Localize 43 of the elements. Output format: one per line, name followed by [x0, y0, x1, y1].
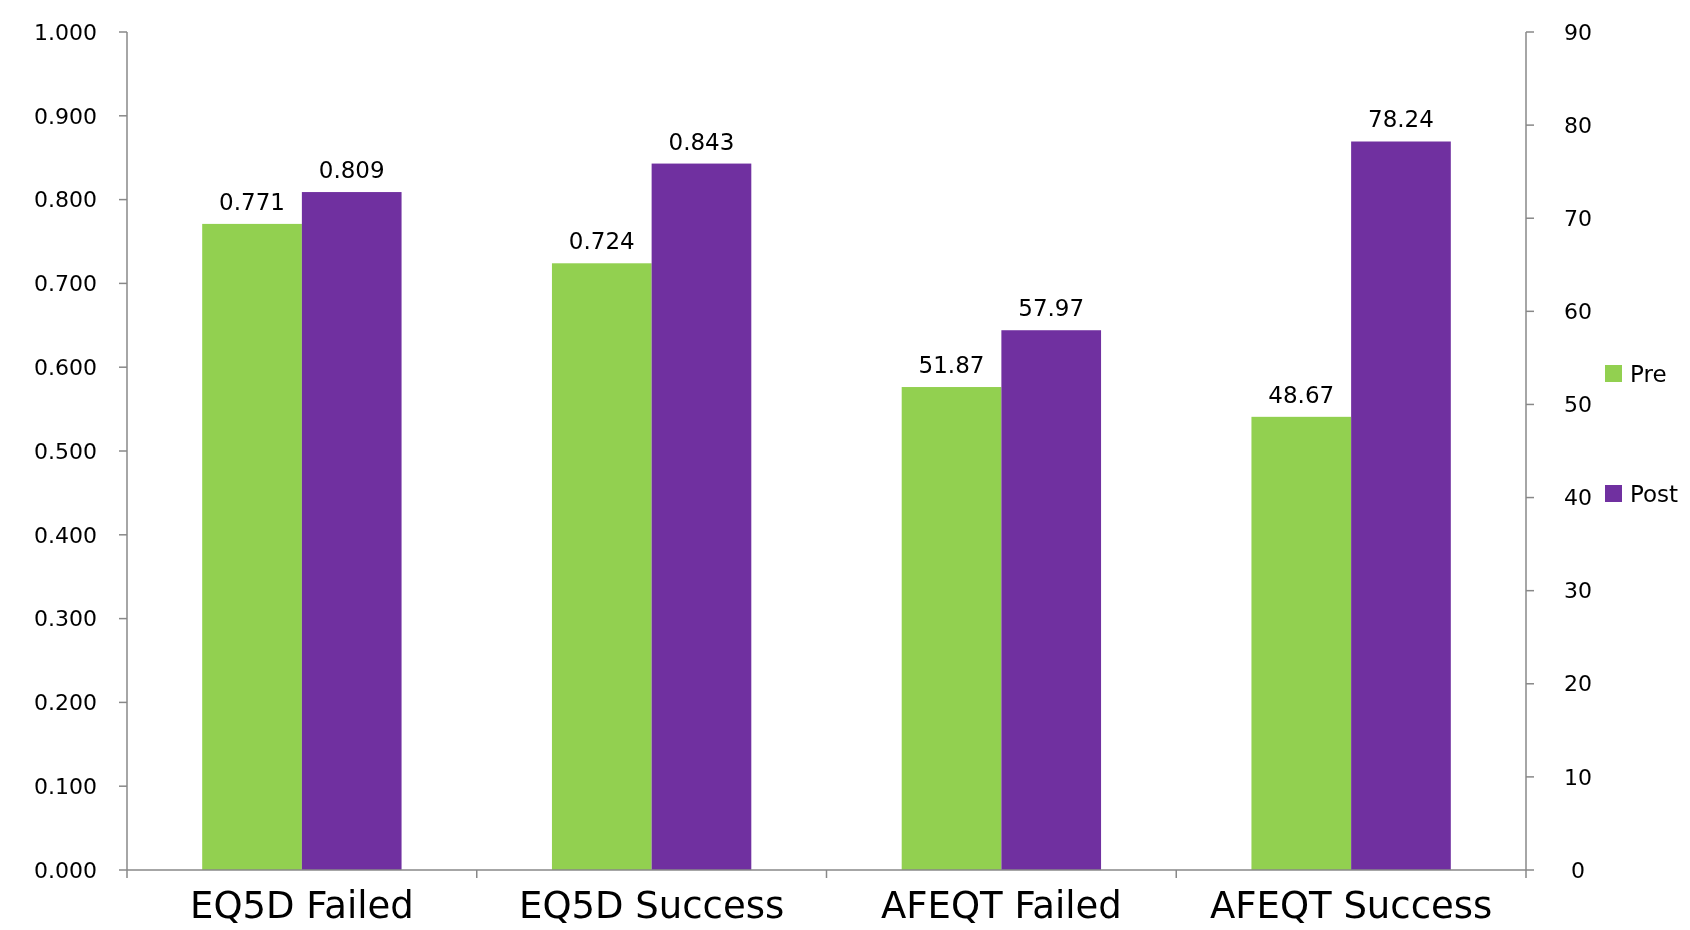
y-tick-label: 0.800	[34, 187, 97, 213]
y2-tick-label: 20	[1564, 671, 1592, 697]
y-tick-label: 0.700	[34, 271, 97, 297]
data-label: 57.97	[1018, 295, 1085, 322]
y2-tick-label: 70	[1564, 205, 1592, 231]
legend-label: Pre	[1630, 361, 1667, 388]
data-label: 0.771	[219, 188, 285, 215]
legend-label: Post	[1630, 481, 1679, 508]
bar	[551, 263, 652, 870]
y2-tick-label: 60	[1564, 299, 1592, 325]
bar	[901, 387, 1002, 870]
x-tick-label: AFEQT Success	[1209, 884, 1493, 927]
y2-tick-label: 80	[1564, 112, 1592, 138]
y-tick-label: 0.000	[34, 857, 97, 883]
y-tick-label: 0.400	[34, 522, 97, 548]
y2-tick-label: 10	[1564, 764, 1592, 790]
y2-tick-label: 30	[1564, 578, 1592, 604]
y2-tick-label: 90	[1564, 19, 1592, 45]
bar	[1351, 141, 1451, 870]
x-tick-label: EQ5D Failed	[190, 884, 414, 927]
data-label: 48.67	[1268, 381, 1335, 408]
y-tick-label: 0.100	[34, 773, 97, 799]
y2-tick-label: 0	[1571, 857, 1585, 883]
bar	[651, 163, 752, 870]
y-tick-label: 0.900	[34, 103, 97, 129]
y2-tick-label: 50	[1564, 392, 1592, 418]
data-label: 0.724	[568, 228, 635, 255]
y-tick-label: 0.500	[34, 438, 97, 464]
bar	[301, 192, 402, 870]
y-tick-label: 0.300	[34, 606, 97, 632]
y2-tick-label: 40	[1564, 485, 1592, 511]
data-label: 0.809	[318, 157, 385, 184]
bar	[1251, 416, 1352, 870]
y-tick-label: 0.200	[34, 690, 97, 716]
y-tick-label: 1.000	[34, 19, 97, 45]
bar	[202, 223, 302, 870]
data-label: 51.87	[918, 352, 985, 379]
data-label: 0.843	[668, 128, 735, 155]
data-label: 78.24	[1368, 106, 1434, 133]
bar	[1001, 330, 1102, 870]
x-tick-label: AFEQT Failed	[880, 884, 1122, 927]
y-tick-label: 0.600	[34, 354, 97, 380]
x-tick-label: EQ5D Success	[519, 884, 785, 927]
